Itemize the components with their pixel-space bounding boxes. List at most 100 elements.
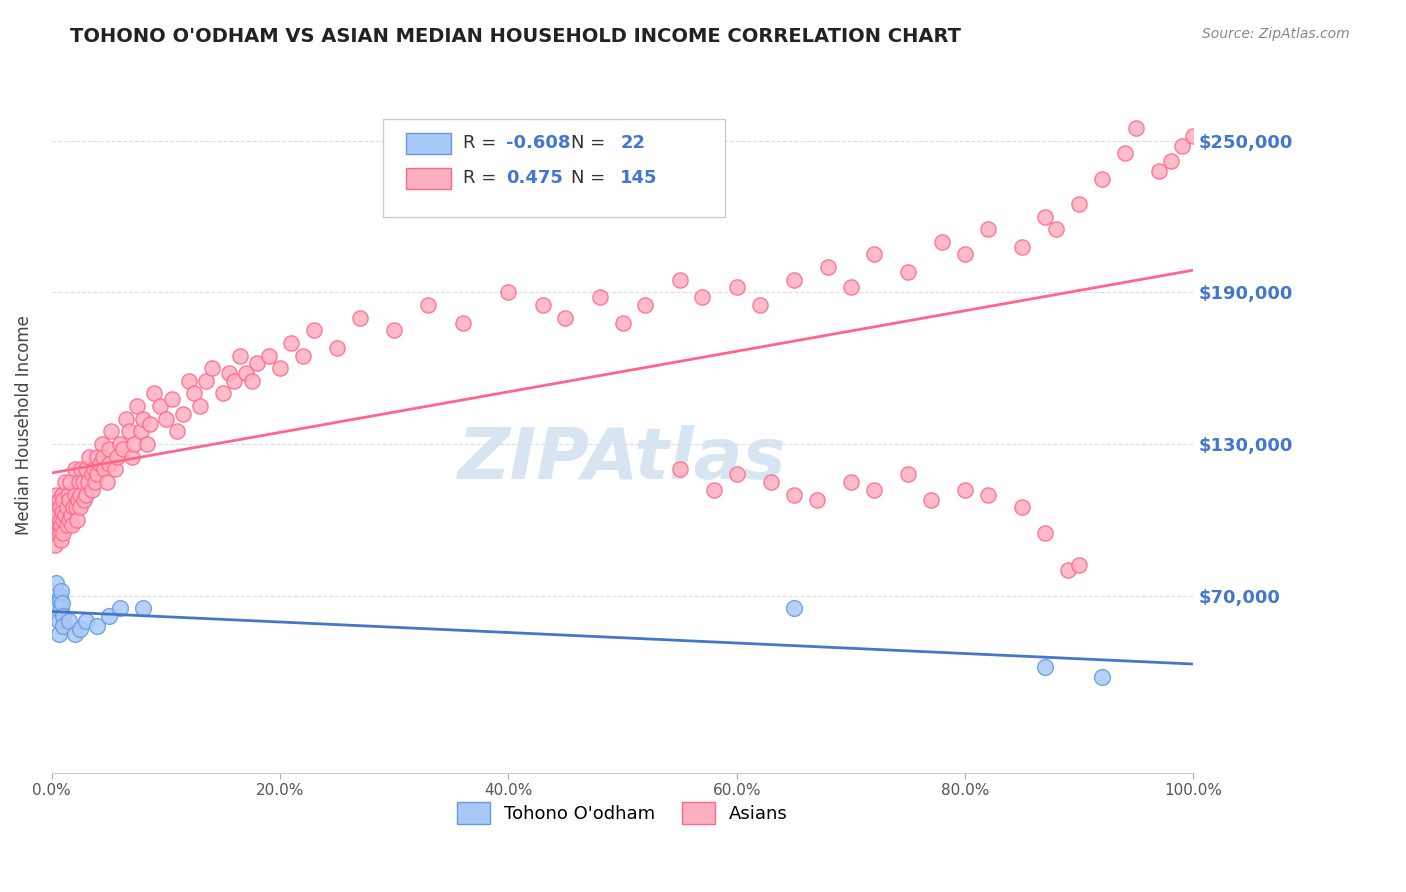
Point (110, 437, 132, 451)
Point (48, 614, 70, 628)
Point (55, 475, 77, 489)
Point (1114, 146, 1136, 161)
Point (69, 622, 91, 636)
Point (48, 525, 70, 540)
Point (554, 310, 576, 325)
Point (58, 492, 80, 507)
Point (188, 399, 211, 413)
Point (67, 475, 90, 489)
Point (69, 488, 91, 502)
Point (52, 513, 75, 527)
Point (60, 518, 83, 533)
Point (86, 619, 108, 633)
Point (703, 483, 725, 497)
Point (183, 386, 205, 401)
Point (58, 513, 80, 527)
Point (48, 513, 70, 527)
Point (51, 596, 73, 610)
Point (127, 399, 149, 413)
Point (96, 475, 118, 489)
Point (1125, 121, 1147, 136)
Point (45, 576, 67, 591)
Point (172, 407, 194, 421)
Point (1033, 525, 1056, 540)
Point (48, 589, 70, 603)
Point (105, 450, 128, 464)
Point (89, 457, 111, 471)
Point (224, 374, 246, 388)
Point (1147, 164, 1170, 178)
Point (862, 247, 884, 261)
Point (418, 298, 440, 312)
Point (139, 417, 162, 431)
Point (668, 273, 690, 287)
Point (75, 488, 97, 502)
Point (1069, 197, 1091, 211)
Point (166, 425, 188, 439)
Point (115, 411, 138, 425)
Point (235, 366, 257, 380)
Point (783, 488, 806, 502)
Point (132, 411, 155, 425)
Point (93, 462, 115, 476)
Point (135, 437, 157, 451)
Point (52, 619, 75, 633)
Point (149, 399, 172, 413)
Point (725, 467, 748, 482)
Text: -0.608: -0.608 (506, 135, 571, 153)
Point (91, 450, 114, 464)
Point (977, 488, 1000, 502)
Point (218, 366, 240, 380)
Point (44, 513, 66, 527)
Point (97, 442, 120, 456)
Point (49, 518, 72, 533)
Point (51, 488, 73, 502)
Point (1045, 222, 1067, 236)
Point (132, 601, 155, 615)
Point (920, 492, 942, 507)
Point (725, 280, 748, 294)
Point (75, 614, 97, 628)
Point (155, 411, 177, 425)
Point (86, 467, 108, 482)
Point (269, 361, 291, 376)
Point (77, 475, 100, 489)
Point (634, 298, 657, 312)
Point (1091, 670, 1114, 684)
Point (240, 374, 263, 388)
Point (692, 290, 714, 304)
Point (66, 513, 89, 527)
Bar (406, 133, 451, 154)
Point (42, 525, 65, 540)
Point (897, 265, 920, 279)
Point (1160, 153, 1182, 168)
Point (59, 475, 82, 489)
Point (122, 437, 145, 451)
Point (46, 601, 69, 615)
Point (1091, 171, 1114, 186)
Point (80, 467, 103, 482)
Point (46, 508, 69, 522)
Point (246, 356, 269, 370)
Point (1011, 240, 1033, 254)
Point (83, 462, 105, 476)
Point (48, 518, 70, 533)
Point (97, 457, 120, 471)
Point (897, 467, 920, 482)
Point (49, 601, 72, 615)
Point (63, 462, 86, 476)
Point (291, 349, 314, 363)
Bar (406, 168, 451, 189)
Point (55, 518, 77, 533)
Point (612, 316, 634, 330)
Point (382, 323, 405, 337)
Point (103, 462, 125, 476)
Text: R =: R = (463, 169, 502, 187)
Point (498, 285, 520, 300)
Point (100, 425, 122, 439)
Point (177, 374, 200, 388)
Point (55, 508, 77, 522)
Point (229, 349, 252, 363)
Point (52, 492, 75, 507)
Point (52, 609, 75, 624)
